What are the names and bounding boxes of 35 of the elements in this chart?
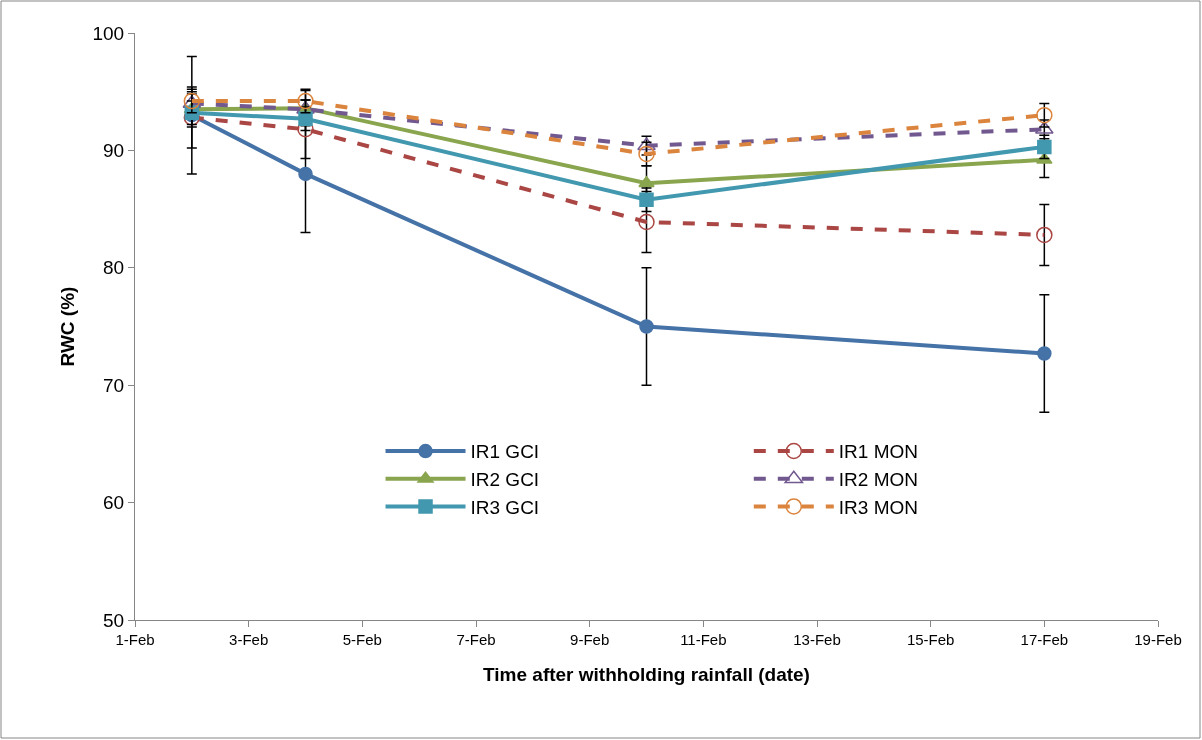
point (639, 192, 654, 207)
x-tick-label: 17-Feb (1020, 631, 1069, 648)
x-tick-label: 19-Feb (1134, 631, 1182, 648)
y-tick-label: 70 (103, 374, 125, 396)
point (298, 166, 313, 182)
x-tick-label: 7-Feb (456, 631, 496, 648)
point (638, 176, 655, 188)
point (1036, 226, 1053, 244)
x-tick-label: 1-Feb (115, 631, 155, 648)
legend-label: IR1 MON (838, 441, 918, 463)
legend-label: IR2 GCI (470, 469, 540, 491)
y-tick-label: 80 (103, 257, 125, 279)
x-tick-label: 13-Feb (793, 631, 841, 648)
legend-label: IR3 MON (838, 496, 918, 518)
y-tick-label: 90 (103, 140, 125, 162)
legend-label: IR1 GCI (470, 441, 540, 463)
point (1036, 106, 1053, 124)
y-tick-label: 50 (103, 609, 125, 631)
legend-label: IR3 GCI (470, 496, 540, 518)
point (1037, 346, 1052, 361)
x-tick-label: 11-Feb (680, 631, 727, 648)
y-tick-label: 100 (92, 22, 125, 44)
x-axis-title: Time after withholding rainfall (date) (483, 663, 810, 685)
y-axis-title: RWC (%) (57, 286, 79, 367)
x-tick-label: 5-Feb (342, 631, 382, 648)
legend-label: IR2 MON (838, 469, 918, 491)
point (639, 319, 654, 334)
y-tick-label: 60 (103, 492, 125, 514)
point (638, 213, 655, 231)
point (638, 145, 655, 163)
x-tick-label: 3-Feb (229, 631, 269, 648)
point (637, 137, 656, 151)
x-tick-label: 15-Feb (906, 631, 955, 648)
point (1037, 139, 1052, 155)
x-tick-label: 9-Feb (570, 631, 610, 648)
